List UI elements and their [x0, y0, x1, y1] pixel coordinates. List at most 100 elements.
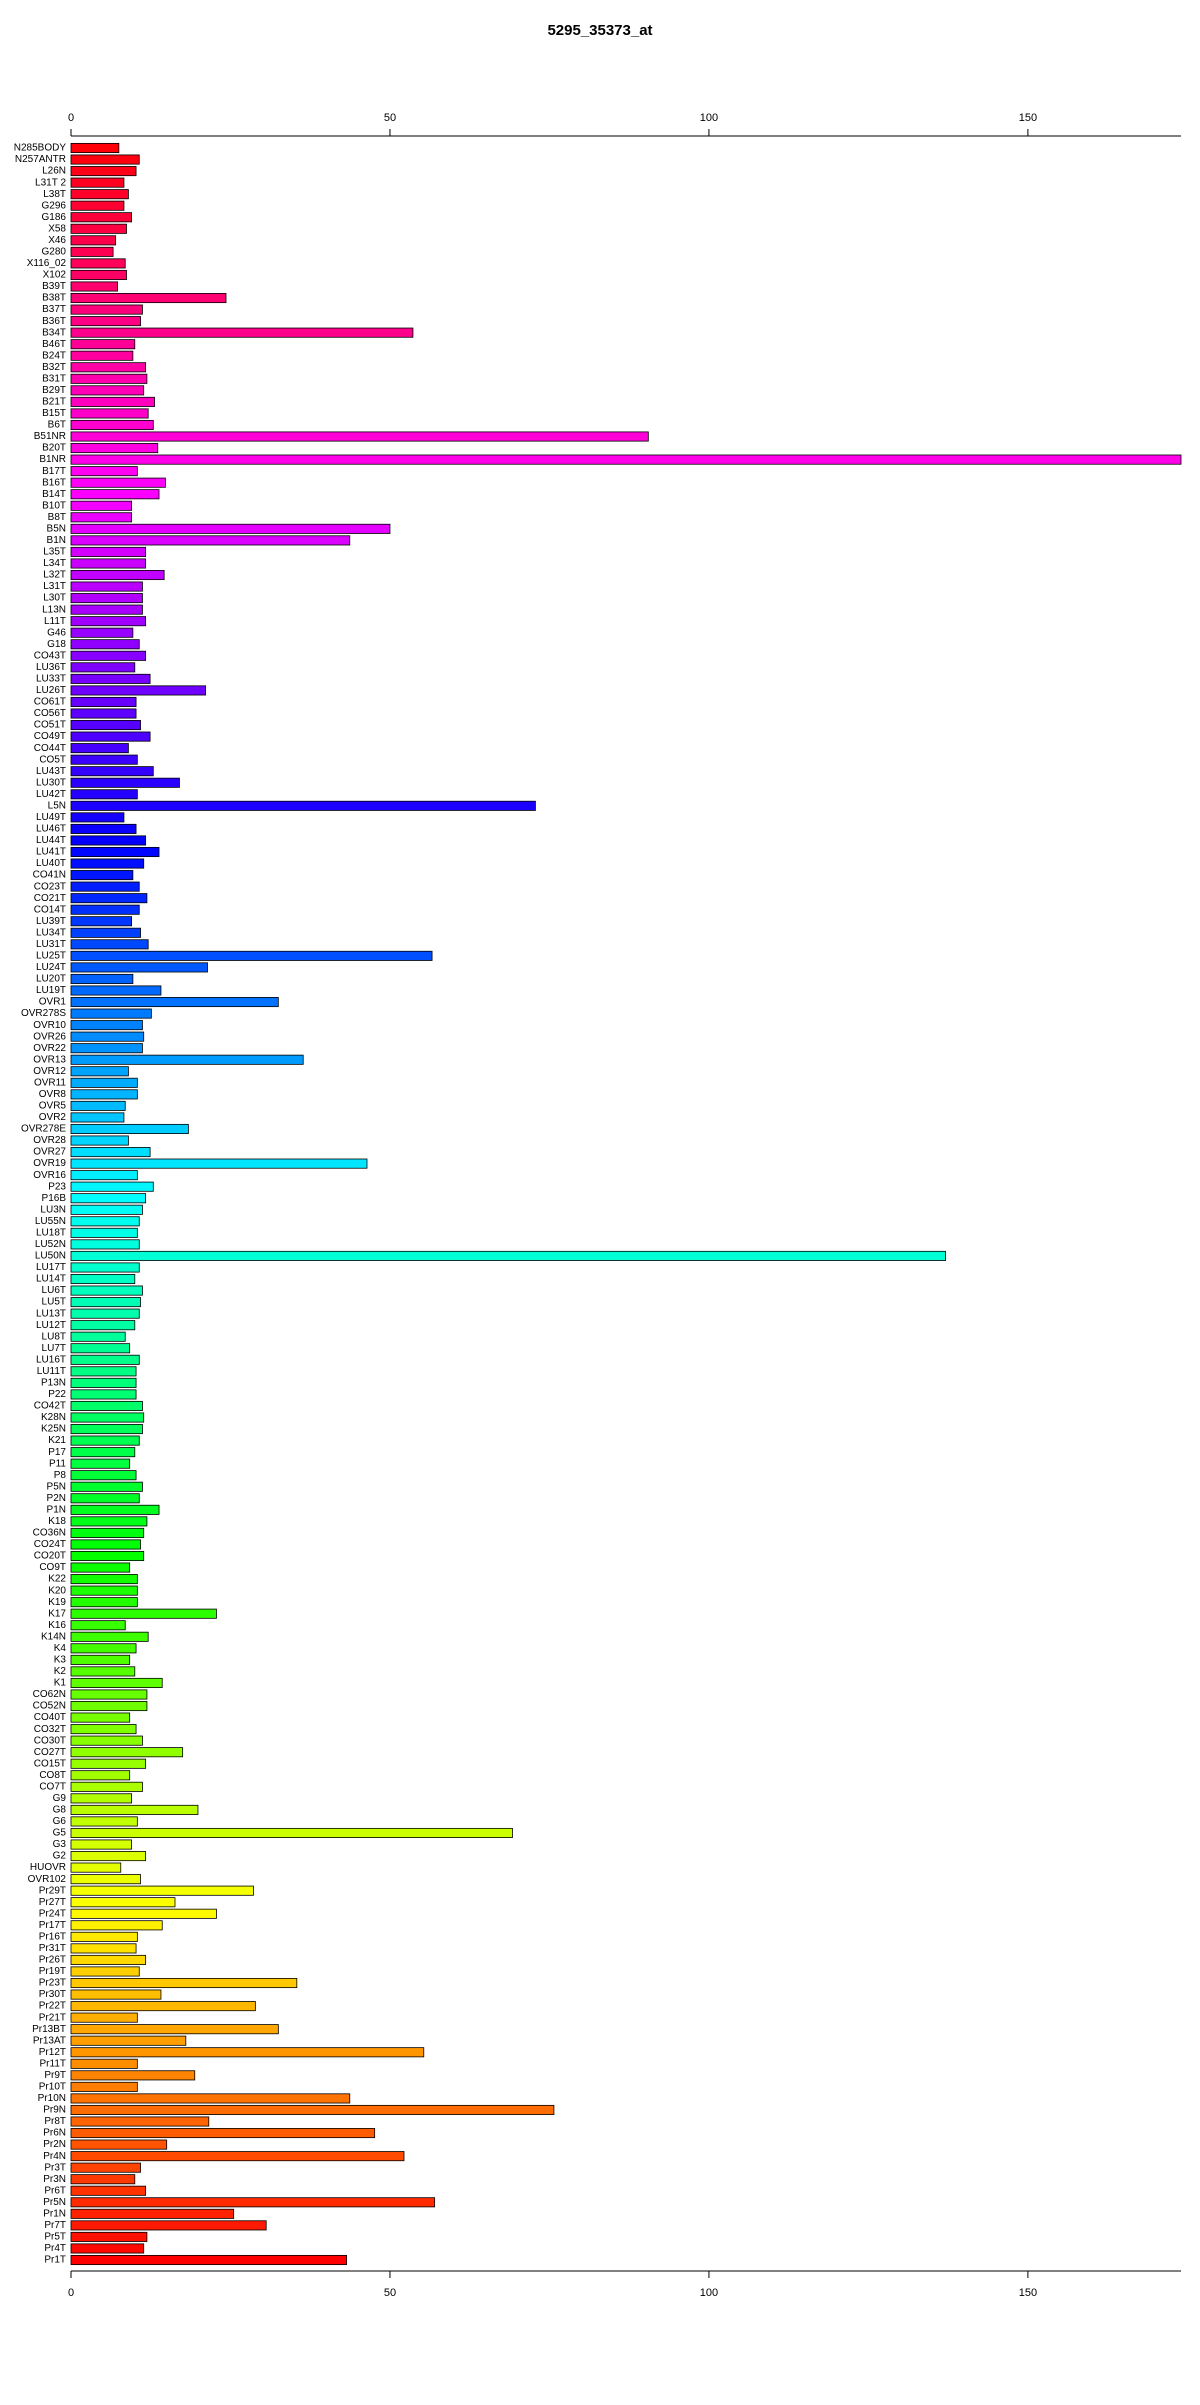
bar: [70, 523, 391, 534]
y-tick-label: LU24T: [36, 962, 66, 973]
bar: [70, 870, 134, 881]
y-tick-label: OVR12: [33, 1066, 66, 1077]
bar: [70, 939, 149, 950]
bar: [70, 2174, 136, 2185]
y-tick-label: Pr5T: [44, 2232, 66, 2243]
y-tick-label: Pr29T: [39, 1885, 66, 1896]
bar: [70, 2254, 347, 2266]
bar: [70, 2220, 267, 2231]
y-tick-label: Pr7T: [44, 2220, 66, 2231]
y-tick-label: LU39T: [36, 916, 66, 927]
y-tick-label: LU25T: [36, 951, 66, 962]
bar: [70, 1793, 133, 1804]
bar: [70, 1966, 140, 1977]
y-tick-label: Pr17T: [39, 1920, 66, 1931]
y-tick-label: L31T 2: [35, 177, 66, 188]
y-tick-label: OVR5: [39, 1101, 67, 1112]
y-tick-label: OVR22: [33, 1043, 66, 1054]
y-tick-label: CO8T: [39, 1770, 66, 1781]
bar: [70, 1724, 137, 1735]
bar: [70, 962, 208, 973]
y-tick-label: Pr3N: [43, 2174, 66, 2185]
y-tick-label: B20T: [42, 443, 66, 454]
y-tick-label: LU49T: [36, 812, 66, 823]
bar: [70, 477, 166, 488]
bar: [70, 997, 279, 1008]
bar: [70, 396, 155, 407]
bar: [70, 1631, 149, 1642]
y-tick-label: CO9T: [39, 1562, 66, 1573]
y-tick-label: Pr16T: [39, 1931, 66, 1942]
bar: [70, 1574, 138, 1585]
bar: [70, 2231, 148, 2242]
y-tick-label: B34T: [42, 327, 66, 338]
bar: [70, 985, 162, 996]
bar: [70, 835, 147, 846]
y-tick-label: CO15T: [34, 1758, 66, 1769]
bar: [70, 950, 433, 961]
y-tick-label: N285BODY: [14, 143, 67, 154]
y-tick-label: G6: [53, 1816, 67, 1827]
y-tick-label: B46T: [42, 339, 66, 350]
bar: [70, 1077, 138, 1088]
bar: [70, 1516, 148, 1527]
y-tick-label: B10T: [42, 500, 66, 511]
y-tick-label: Pr8T: [44, 2116, 66, 2127]
bar: [70, 812, 125, 823]
bar: [70, 1008, 152, 1019]
y-tick-label: LU17T: [36, 1262, 66, 1273]
y-tick-label: LU20T: [36, 974, 66, 985]
bar: [70, 1539, 141, 1550]
bar: [70, 1874, 141, 1885]
bar: [70, 1031, 145, 1042]
bar: [70, 142, 120, 154]
y-tick-label: CO24T: [34, 1539, 66, 1550]
y-tick-label: CO20T: [34, 1551, 66, 1562]
bar: [70, 1827, 513, 1838]
y-tick-label: P22: [48, 1389, 66, 1400]
y-tick-label: OVR19: [33, 1158, 66, 1169]
y-tick-label: K18: [48, 1516, 66, 1527]
bar: [70, 800, 536, 811]
y-tick-label: Pr4T: [44, 2243, 66, 2254]
bar: [70, 1597, 138, 1608]
bar: [70, 1204, 143, 1215]
bar: [70, 1447, 136, 1458]
bar: [70, 1377, 137, 1388]
bar: [70, 1781, 143, 1792]
y-tick-label: K20: [48, 1585, 66, 1596]
y-tick-label: LU13T: [36, 1308, 66, 1319]
bar: [70, 189, 129, 200]
y-tick-label: LU16T: [36, 1354, 66, 1365]
y-tick-label: CO5T: [39, 754, 66, 765]
x-tick-label: 50: [384, 2287, 396, 2299]
y-tick-label: LU30T: [36, 777, 66, 788]
y-tick-label: B5N: [47, 523, 66, 534]
y-tick-label: Pr23T: [39, 1978, 66, 1989]
y-tick-label: G2: [53, 1851, 67, 1862]
y-tick-label: LU36T: [36, 662, 66, 673]
bar: [70, 2151, 405, 2162]
y-tick-label: K25N: [41, 1424, 66, 1435]
bar: [70, 1851, 147, 1862]
bar: [70, 581, 143, 592]
y-tick-label: B24T: [42, 350, 66, 361]
y-tick-label: LU43T: [36, 766, 66, 777]
bar: [70, 350, 134, 361]
bar: [70, 535, 351, 546]
bar: [70, 2058, 138, 2069]
bar: [70, 1458, 131, 1469]
bar: [70, 293, 227, 304]
y-tick-label: Pr31T: [39, 1943, 66, 1954]
y-tick-label: OVR102: [28, 1874, 67, 1885]
y-tick-label: CO36N: [33, 1528, 66, 1539]
y-tick-label: OVR8: [39, 1089, 67, 1100]
y-tick-label: P1N: [47, 1504, 66, 1515]
bar: [70, 1366, 137, 1377]
bar: [70, 1470, 137, 1481]
y-tick-label: Pr6N: [43, 2128, 66, 2139]
y-tick-label: B1N: [47, 535, 66, 546]
bar: [70, 1424, 143, 1435]
bar: [70, 2104, 555, 2115]
